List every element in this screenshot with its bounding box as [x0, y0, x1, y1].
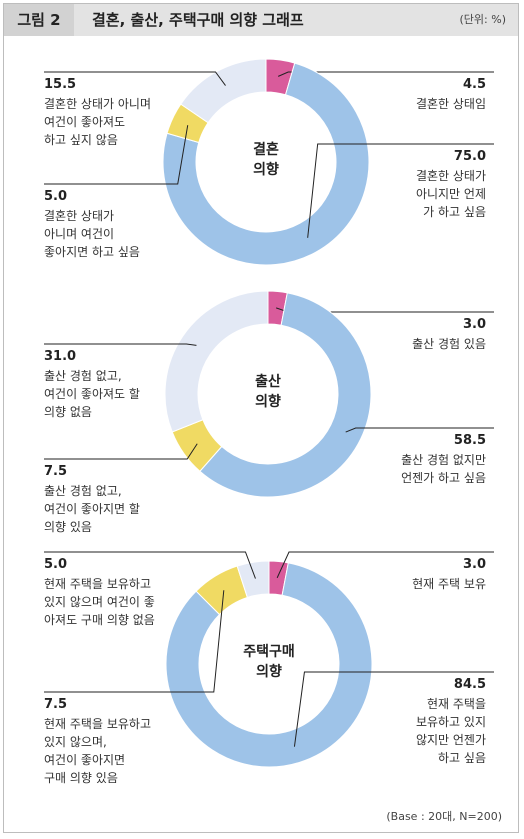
slice-label: 출산 경험 있음 [412, 337, 486, 351]
leader-line [44, 343, 197, 346]
slice-label: 현재 주택을 보유하고 [44, 577, 151, 591]
slice-label: 아니지만 언제 [416, 187, 486, 201]
leader-line [44, 590, 225, 693]
leader-line [276, 551, 494, 579]
data-label: 7.5 [44, 697, 67, 712]
donut-slice [165, 562, 373, 768]
data-label: 15.5 [44, 77, 76, 92]
leader-line [44, 71, 226, 86]
leader-line [44, 443, 198, 460]
slice-label: 아져도 구매 의향 없음 [44, 613, 155, 627]
figure-label: 그림 2 [4, 4, 74, 36]
slice-label: 있지 않으며 여건이 좋 [44, 595, 155, 609]
data-label: 3.0 [463, 317, 486, 332]
donut-slice [164, 290, 269, 433]
data-label: 58.5 [454, 433, 486, 448]
slice-label: 보유하고 있지 [416, 715, 486, 729]
slice-label: 구매 의향 있음 [44, 771, 118, 785]
slice-label: 여건이 좋아져도 [44, 115, 125, 129]
slice-label: 여건이 좋아지면 [44, 753, 125, 767]
leader-line [44, 551, 256, 579]
slice-label: 하고 싶음 [438, 751, 486, 765]
slice-label: 하고 싶지 않음 [44, 133, 118, 147]
chart-center-title: 결혼 [253, 141, 279, 158]
chart-center-title: 출산 [255, 373, 281, 390]
slice-label: 언젠가 하고 싶음 [401, 471, 486, 485]
leader-line [293, 671, 494, 747]
data-label: 84.5 [454, 677, 486, 692]
chart-center-title: 의향 [255, 393, 281, 410]
leader-line [345, 427, 494, 433]
slice-label: 출산 경험 없고, [44, 484, 122, 498]
slice-label: 현재 주택을 보유하고 [44, 717, 151, 731]
figure-title: 결혼, 출산, 주택구매 의향 그래프 [92, 11, 304, 29]
slice-label: 의향 없음 [44, 405, 92, 419]
slice-label: 결혼한 상태가 [416, 169, 486, 183]
slice-label: 의향 있음 [44, 520, 92, 534]
donut-slice [236, 560, 270, 599]
data-label: 7.5 [44, 464, 67, 479]
slice-label: 결혼한 상태가 아니며 [44, 97, 151, 111]
data-label: 3.0 [463, 557, 486, 572]
data-label: 31.0 [44, 349, 76, 364]
title-bar: 그림 2 결혼, 출산, 주택구매 의향 그래프 (단위: %) [4, 4, 518, 36]
leader-line [307, 143, 494, 238]
data-label: 75.0 [454, 149, 486, 164]
leader-line [44, 125, 189, 185]
chart-center-title: 의향 [253, 161, 279, 178]
chart-center-title: 의향 [256, 663, 282, 680]
slice-label: 여건이 좋아지면 할 [44, 502, 140, 516]
base-note: (Base : 20대, N=200) [386, 810, 502, 823]
data-label: 4.5 [463, 77, 486, 92]
chart-center-title: 주택구매 [243, 643, 295, 660]
slice-label: 현재 주택을 [427, 697, 486, 711]
slice-label: 있지 않으며, [44, 735, 107, 749]
slice-label: 현재 주택 보유 [412, 577, 486, 591]
slice-label: 결혼한 상태가 [44, 209, 114, 223]
slice-label: 좋아지면 하고 싶음 [44, 245, 140, 259]
unit-note: (단위: %) [459, 13, 506, 26]
slice-label: 결혼한 상태임 [416, 97, 486, 111]
donut-slice [199, 292, 372, 498]
figure-frame: 그림 2 결혼, 출산, 주택구매 의향 그래프 (단위: %) 4.5 결혼한 … [3, 3, 519, 833]
donut-slice [162, 62, 370, 266]
slice-label: 출산 경험 없고, [44, 369, 122, 383]
data-label: 5.0 [44, 189, 67, 204]
slice-label: 아니며 여건이 [44, 227, 114, 241]
donut-slice [180, 58, 267, 124]
leader-line [277, 71, 494, 77]
data-label: 5.0 [44, 557, 67, 572]
slice-label: 않지만 언젠가 [416, 733, 486, 747]
slice-label: 출산 경험 없지만 [401, 453, 486, 467]
slice-label: 가 하고 싶음 [423, 205, 486, 219]
slice-label: 여건이 좋아져도 할 [44, 387, 140, 401]
